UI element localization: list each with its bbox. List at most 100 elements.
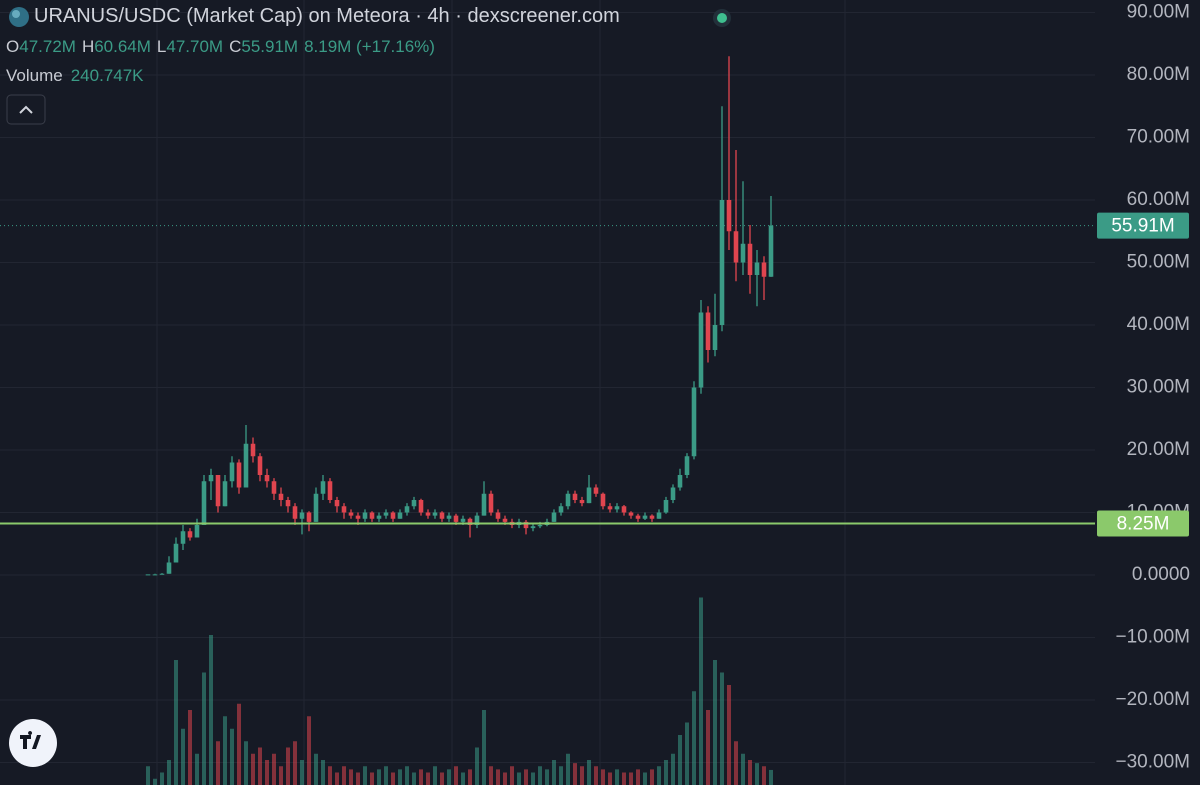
token-icon xyxy=(9,6,29,27)
volume-bar xyxy=(398,769,402,785)
candle-body xyxy=(355,515,361,519)
volume-bar xyxy=(153,778,157,785)
candle-body xyxy=(166,562,172,574)
ohlc-key: L xyxy=(156,37,167,56)
y-tick-label: 50.00M xyxy=(1127,252,1190,273)
candle-body xyxy=(173,543,179,563)
y-tick-label: 40.00M xyxy=(1127,314,1190,335)
candle-body xyxy=(481,493,487,516)
candle-body xyxy=(404,506,410,513)
volume-bar xyxy=(503,772,507,785)
candle-body xyxy=(565,493,571,507)
candle-body xyxy=(292,506,298,519)
candle-body xyxy=(159,573,165,575)
candle-body xyxy=(278,493,284,500)
chart-title: URANUS/USDC (Market Cap) on Meteora · 4h… xyxy=(34,5,620,27)
candle-body xyxy=(264,475,270,482)
candle-body xyxy=(474,515,480,525)
volume-bar xyxy=(720,672,724,785)
change: 8.19M (+17.16%) xyxy=(304,37,435,56)
candle-body xyxy=(334,500,340,507)
volume-bar xyxy=(412,772,416,785)
volume-bar xyxy=(517,772,521,785)
volume-bar xyxy=(230,728,234,785)
volume-bar xyxy=(657,766,661,785)
candle-body xyxy=(768,225,774,277)
volume-bar xyxy=(272,753,276,785)
volume-bar xyxy=(363,766,367,785)
status-dot xyxy=(717,13,727,23)
candle-body xyxy=(194,525,200,538)
volume-bar xyxy=(202,672,206,785)
candle-body xyxy=(327,481,333,500)
header: URANUS/USDC (Market Cap) on Meteora · 4h… xyxy=(8,5,620,28)
volume-bar xyxy=(342,766,346,785)
volume-bar xyxy=(510,766,514,785)
price-label: 55.91M xyxy=(1111,216,1174,237)
candle-body xyxy=(586,487,592,504)
candle-body xyxy=(691,387,697,457)
candle-body xyxy=(418,500,424,513)
candle-body xyxy=(285,500,291,507)
volume-bar xyxy=(615,769,619,785)
volume-bar xyxy=(524,769,528,785)
y-tick-label: −10.00M xyxy=(1116,627,1190,648)
candle-body xyxy=(712,325,718,350)
y-tick-label: −30.00M xyxy=(1116,752,1190,773)
volume-bar xyxy=(664,760,668,785)
volume-bar xyxy=(251,753,255,785)
volume-bar xyxy=(622,772,626,785)
candle-body xyxy=(614,506,620,510)
candle-body xyxy=(397,512,403,519)
candle-body xyxy=(600,493,606,507)
volume-bar xyxy=(321,760,325,785)
volume-bar xyxy=(167,760,171,785)
volume-bar xyxy=(734,741,738,785)
candle-body xyxy=(320,481,326,494)
collapse-button[interactable] xyxy=(6,94,46,125)
volume-bar xyxy=(265,760,269,785)
volume-bar xyxy=(741,753,745,785)
y-tick-label: 20.00M xyxy=(1127,439,1190,460)
y-tick-label: 30.00M xyxy=(1127,377,1190,398)
ohlc-value: 47.70M xyxy=(166,37,224,56)
volume-bar xyxy=(356,772,360,785)
volume-bar xyxy=(181,728,185,785)
candle-body xyxy=(362,512,368,519)
volume-bar xyxy=(545,769,549,785)
volume-bar xyxy=(419,769,423,785)
volume-bar xyxy=(531,772,535,785)
candle-body xyxy=(495,512,501,519)
candle-body xyxy=(537,525,543,527)
candle-body xyxy=(551,512,557,522)
candle-body xyxy=(530,526,536,529)
candle-body xyxy=(642,515,648,519)
volume-bar xyxy=(587,760,591,785)
candle-body xyxy=(215,475,221,507)
candle-body xyxy=(677,475,683,488)
candle-body xyxy=(719,200,725,325)
candle-body xyxy=(684,456,690,475)
candle-body xyxy=(432,512,438,516)
candle-body xyxy=(180,531,186,544)
volume-bar xyxy=(454,766,458,785)
volume-bar xyxy=(566,753,570,785)
candle-body xyxy=(348,512,354,516)
y-tick-label: 90.00M xyxy=(1127,2,1190,23)
volume-bar xyxy=(559,766,563,785)
volume-bar xyxy=(426,772,430,785)
candle-body xyxy=(502,518,508,522)
volume-bar xyxy=(314,753,318,785)
volume-bar xyxy=(475,747,479,785)
y-tick-label: 0.0000 xyxy=(1132,564,1190,585)
candle-body xyxy=(271,481,277,494)
candle-body xyxy=(523,521,529,529)
volume-bar xyxy=(335,772,339,785)
volume-bar xyxy=(601,769,605,785)
volume-bar xyxy=(685,722,689,785)
candle-body xyxy=(593,487,599,494)
volume-bar xyxy=(692,691,696,785)
volume-bar xyxy=(713,660,717,785)
candle-body xyxy=(558,506,564,513)
